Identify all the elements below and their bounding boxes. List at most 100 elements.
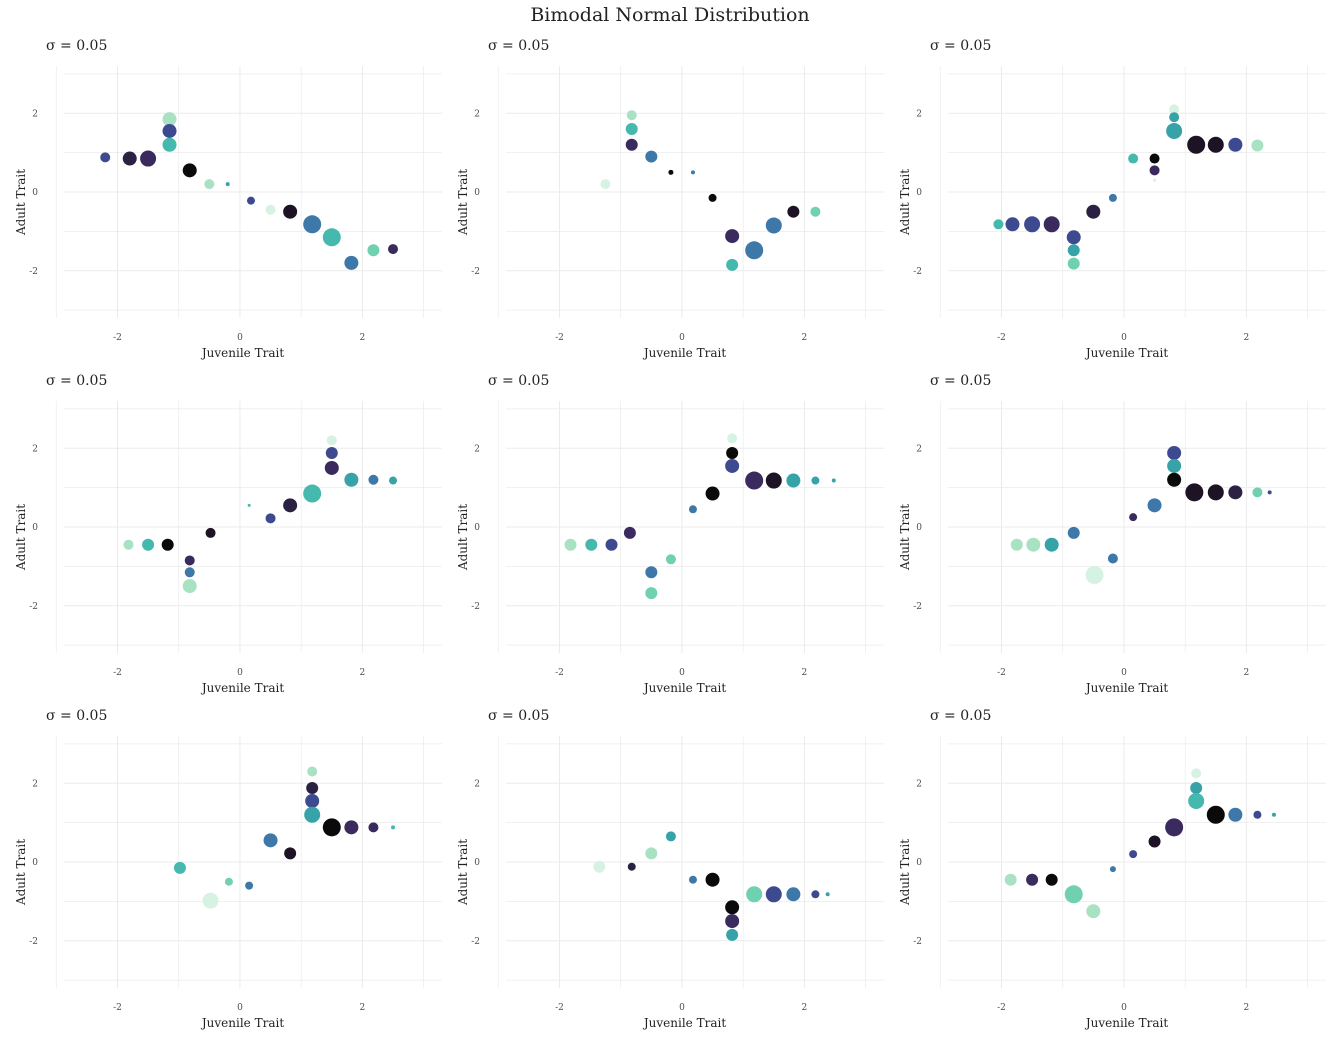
- x-tick-label: 2: [802, 668, 808, 678]
- scatter-panel-7: σ = 0.05 -2 0 2 -2 0 2 Juvenile Trait Adult Trai…: [0, 708, 442, 1043]
- data-point: [1066, 230, 1081, 245]
- data-point: [725, 229, 740, 244]
- x-axis-label: Juvenile Trait: [1084, 1016, 1168, 1030]
- data-point: [645, 587, 658, 600]
- data-point: [368, 474, 379, 485]
- data-point: [645, 566, 658, 579]
- y-tick-label: -2: [913, 267, 922, 277]
- data-point: [1167, 472, 1182, 487]
- y-tick-label: 0: [32, 858, 38, 868]
- data-point: [593, 860, 606, 873]
- data-point: [708, 193, 717, 202]
- data-point: [173, 861, 186, 874]
- y-tick-label: 0: [474, 188, 480, 198]
- y-tick-label: 2: [916, 444, 922, 454]
- panel-title: σ = 0.05: [46, 373, 108, 389]
- data-point: [727, 433, 738, 444]
- data-point: [1107, 553, 1118, 564]
- data-point: [307, 766, 318, 777]
- x-tick-label: 0: [237, 333, 243, 343]
- data-point: [1128, 153, 1139, 164]
- x-axis-label: Juvenile Trait: [642, 1016, 726, 1030]
- x-tick-label: 2: [802, 1003, 808, 1013]
- data-point: [765, 217, 782, 234]
- x-tick-label: 0: [237, 1003, 243, 1013]
- data-point: [162, 123, 177, 138]
- data-point: [1045, 873, 1058, 886]
- data-point: [1188, 792, 1205, 809]
- scatter-panel-6: σ = 0.05 -2 0 2 -2 0 2 Juvenile Trait Adult Trai…: [884, 373, 1326, 708]
- data-point: [246, 196, 255, 205]
- data-point: [665, 831, 676, 842]
- y-tick-label: 2: [32, 444, 38, 454]
- y-tick-label: 0: [916, 858, 922, 868]
- y-tick-label: 0: [32, 188, 38, 198]
- data-point: [1251, 139, 1264, 152]
- data-point: [182, 163, 197, 178]
- data-point: [1185, 483, 1204, 502]
- scatter-plot-svg: -2 0 2 -2 0 2 Juvenile Trait Adult Trait: [456, 66, 884, 360]
- x-tick-label: -2: [555, 668, 564, 678]
- data-point: [1044, 537, 1059, 552]
- data-point: [1187, 135, 1206, 154]
- x-axis-label: Juvenile Trait: [642, 346, 726, 360]
- data-point: [182, 579, 197, 594]
- y-tick-label: -2: [29, 267, 38, 277]
- data-point: [626, 110, 637, 121]
- data-point: [1067, 244, 1080, 257]
- x-axis-label: Juvenile Trait: [1084, 346, 1168, 360]
- data-point: [304, 806, 321, 823]
- y-axis-label: Adult Trait: [898, 504, 912, 571]
- scatter-panel-8: σ = 0.05 -2 0 2 -2 0 2 Juvenile Trait Adult Trai…: [442, 708, 884, 1043]
- data-point: [1207, 484, 1224, 501]
- data-point: [627, 862, 636, 871]
- data-point: [122, 151, 137, 166]
- data-point: [184, 555, 195, 566]
- y-axis-label: Adult Trait: [14, 839, 28, 906]
- data-point: [1153, 178, 1157, 182]
- y-tick-label: 2: [916, 109, 922, 119]
- data-point: [1169, 104, 1180, 115]
- x-tick-label: -2: [113, 333, 122, 343]
- data-point: [1085, 566, 1104, 585]
- x-axis-label: Juvenile Trait: [642, 681, 726, 695]
- x-tick-label: -2: [555, 333, 564, 343]
- data-point: [564, 538, 577, 551]
- figure-title: Bimodal Normal Distribution: [530, 4, 810, 26]
- data-point: [265, 204, 276, 215]
- data-point: [746, 886, 763, 903]
- data-point: [1010, 538, 1023, 551]
- data-point: [1086, 204, 1101, 219]
- data-point: [389, 476, 398, 485]
- data-point: [726, 446, 739, 459]
- x-axis-label: Juvenile Trait: [200, 681, 284, 695]
- scatter-panel-3: σ = 0.05 -2 0 2 -2 0 2 Juvenile Trait Adult Trai…: [884, 38, 1326, 373]
- scatter-plot-svg: -2 0 2 -2 0 2 Juvenile Trait Adult Trait: [14, 736, 442, 1030]
- data-point: [1166, 122, 1183, 139]
- data-point: [205, 527, 216, 538]
- y-axis-label: Adult Trait: [14, 504, 28, 571]
- y-axis-label: Adult Trait: [456, 504, 470, 571]
- data-point: [1267, 490, 1272, 495]
- data-point: [1064, 885, 1083, 904]
- scatter-panel-1: σ = 0.05 -2 0 2 -2 0 2 Juvenile Trait Adult Trai…: [0, 38, 442, 373]
- data-point: [745, 241, 764, 260]
- scatter-plot-svg: -2 0 2 -2 0 2 Juvenile Trait Adult Trait: [456, 401, 884, 695]
- scatter-plot-svg: -2 0 2 -2 0 2 Juvenile Trait Adult Trait: [14, 401, 442, 695]
- y-tick-label: 2: [474, 444, 480, 454]
- data-point: [825, 892, 830, 897]
- data-point: [1271, 812, 1276, 817]
- data-point: [1207, 136, 1224, 153]
- panel-title: σ = 0.05: [930, 373, 992, 389]
- data-point: [765, 886, 782, 903]
- data-point: [645, 847, 658, 860]
- data-point: [263, 833, 278, 848]
- data-point: [283, 204, 298, 219]
- data-point: [322, 818, 341, 837]
- data-point: [625, 123, 638, 135]
- y-tick-label: 0: [474, 858, 480, 868]
- data-point: [344, 255, 359, 270]
- scatter-plot-svg: -2 0 2 -2 0 2 Juvenile Trait Adult Trait: [898, 736, 1326, 1030]
- data-point: [247, 503, 251, 507]
- data-point: [725, 900, 740, 915]
